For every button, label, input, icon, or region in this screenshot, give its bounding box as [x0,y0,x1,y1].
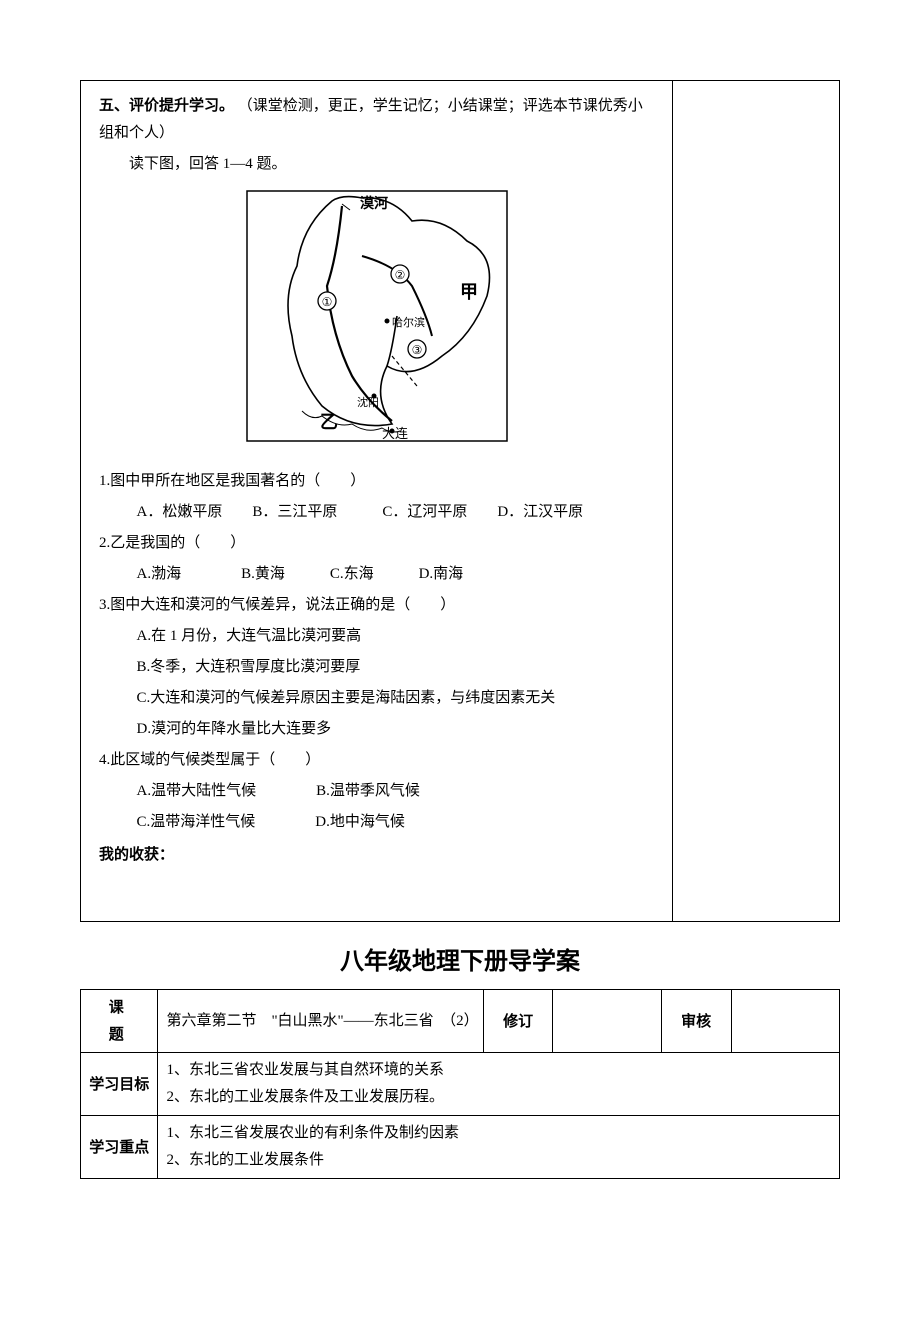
northeast-map-icon: ① ② ③ 漠河 甲 哈尔滨 沈阳 乙 大连 [242,186,512,446]
meta-row-goal: 学习目标 1、东北三省农业发展与其自然环境的关系 2、东北的工业发展条件及工业发… [81,1053,840,1116]
label-haerbin: 哈尔滨 [392,315,425,329]
label-shenhe: 审核 [661,990,731,1053]
q3-opt-a: A.在 1 月份，大连气温比漠河要高 [99,623,654,650]
question-2: 2.乙是我国的（ ） A.渤海 B.黄海 C.东海 D.南海 [99,530,654,588]
label-zhongdian: 学习重点 [81,1116,158,1179]
lesson-meta-table: 课 题 第六章第二节 "白山黑水"——东北三省 （2） 修订 审核 学习目标 1… [80,989,840,1179]
label-mohe: 漠河 [360,195,388,212]
map-figure: ① ② ③ 漠河 甲 哈尔滨 沈阳 乙 大连 [99,186,654,456]
goal-1: 1、东北三省农业发展与其自然环境的关系 [166,1057,831,1084]
meta-row-keypoint: 学习重点 1、东北三省发展农业的有利条件及制约因素 2、东北的工业发展条件 [81,1116,840,1179]
q1-options: A．松嫩平原 B．三江平原 C．辽河平原 D．江汉平原 [99,499,654,526]
node-3: ③ [411,343,422,357]
goal-2: 2、东北的工业发展条件及工业发展历程。 [166,1084,831,1111]
label-dalian: 大连 [382,426,408,441]
question-4: 4.此区域的气候类型属于（ ） A.温带大陆性气候 B.温带季风气候 C.温带海… [99,747,654,836]
q2-options: A.渤海 B.黄海 C.东海 D.南海 [99,561,654,588]
label-keti: 课 题 [81,990,158,1053]
value-goals: 1、东北三省农业发展与其自然环境的关系 2、东北的工业发展条件及工业发展历程。 [158,1053,840,1116]
side-margin-cell [673,81,840,922]
key-1: 1、东北三省发展农业的有利条件及制约因素 [166,1120,831,1147]
q4-row1: A.温带大陆性气候 B.温带季风气候 [99,778,654,805]
q4-row2: C.温带海洋性气候 D.地中海气候 [99,809,654,836]
question-3: 3.图中大连和漠河的气候差异，说法正确的是（ ） A.在 1 月份，大连气温比漠… [99,592,654,743]
my-harvest-label: 我的收获： [99,842,654,869]
section-5-title: 五、评价提升学习。 [99,98,234,114]
q3-opt-c: C.大连和漠河的气候差异原因主要是海陆因素，与纬度因素无关 [99,685,654,712]
question-1: 1.图中甲所在地区是我国著名的（ ） A．松嫩平原 B．三江平原 C．辽河平原 … [99,468,654,526]
q3-stem: 3.图中大连和漠河的气候差异，说法正确的是（ ） [99,592,654,619]
label-mubiao: 学习目标 [81,1053,158,1116]
section-5-header: 五、评价提升学习。 （课堂检测，更正，学生记忆；小结课堂；评选本节课优秀小组和个… [99,93,654,147]
key-2: 2、东北的工业发展条件 [166,1147,831,1174]
q1-stem: 1.图中甲所在地区是我国著名的（ ） [99,468,654,495]
worksheet-frame: 五、评价提升学习。 （课堂检测，更正，学生记忆；小结课堂；评选本节课优秀小组和个… [80,80,840,922]
q3-opt-d: D.漠河的年降水量比大连要多 [99,716,654,743]
meta-row-topic: 课 题 第六章第二节 "白山黑水"——东北三省 （2） 修订 审核 [81,990,840,1053]
label-xiuding: 修订 [483,990,553,1053]
value-topic: 第六章第二节 "白山黑水"——东北三省 （2） [158,990,483,1053]
map-intro: 读下图，回答 1—4 题。 [99,151,654,178]
value-keypoints: 1、东北三省发展农业的有利条件及制约因素 2、东北的工业发展条件 [158,1116,840,1179]
q3-opt-b: B.冬季，大连积雪厚度比漠河要厚 [99,654,654,681]
q2-stem: 2.乙是我国的（ ） [99,530,654,557]
label-shenyang: 沈阳 [357,395,379,409]
node-2: ② [394,268,405,282]
doc-subtitle: 八年级地理下册导学案 [80,940,840,983]
node-1: ① [321,295,332,309]
value-shenhe [731,990,839,1053]
label-jia: 甲 [460,282,478,302]
value-xiuding [553,990,661,1053]
q4-stem: 4.此区域的气候类型属于（ ） [99,747,654,774]
label-yi: 乙 [320,412,338,432]
harvest-blank [99,869,654,909]
main-content-cell: 五、评价提升学习。 （课堂检测，更正，学生记忆；小结课堂；评选本节课优秀小组和个… [81,81,673,922]
